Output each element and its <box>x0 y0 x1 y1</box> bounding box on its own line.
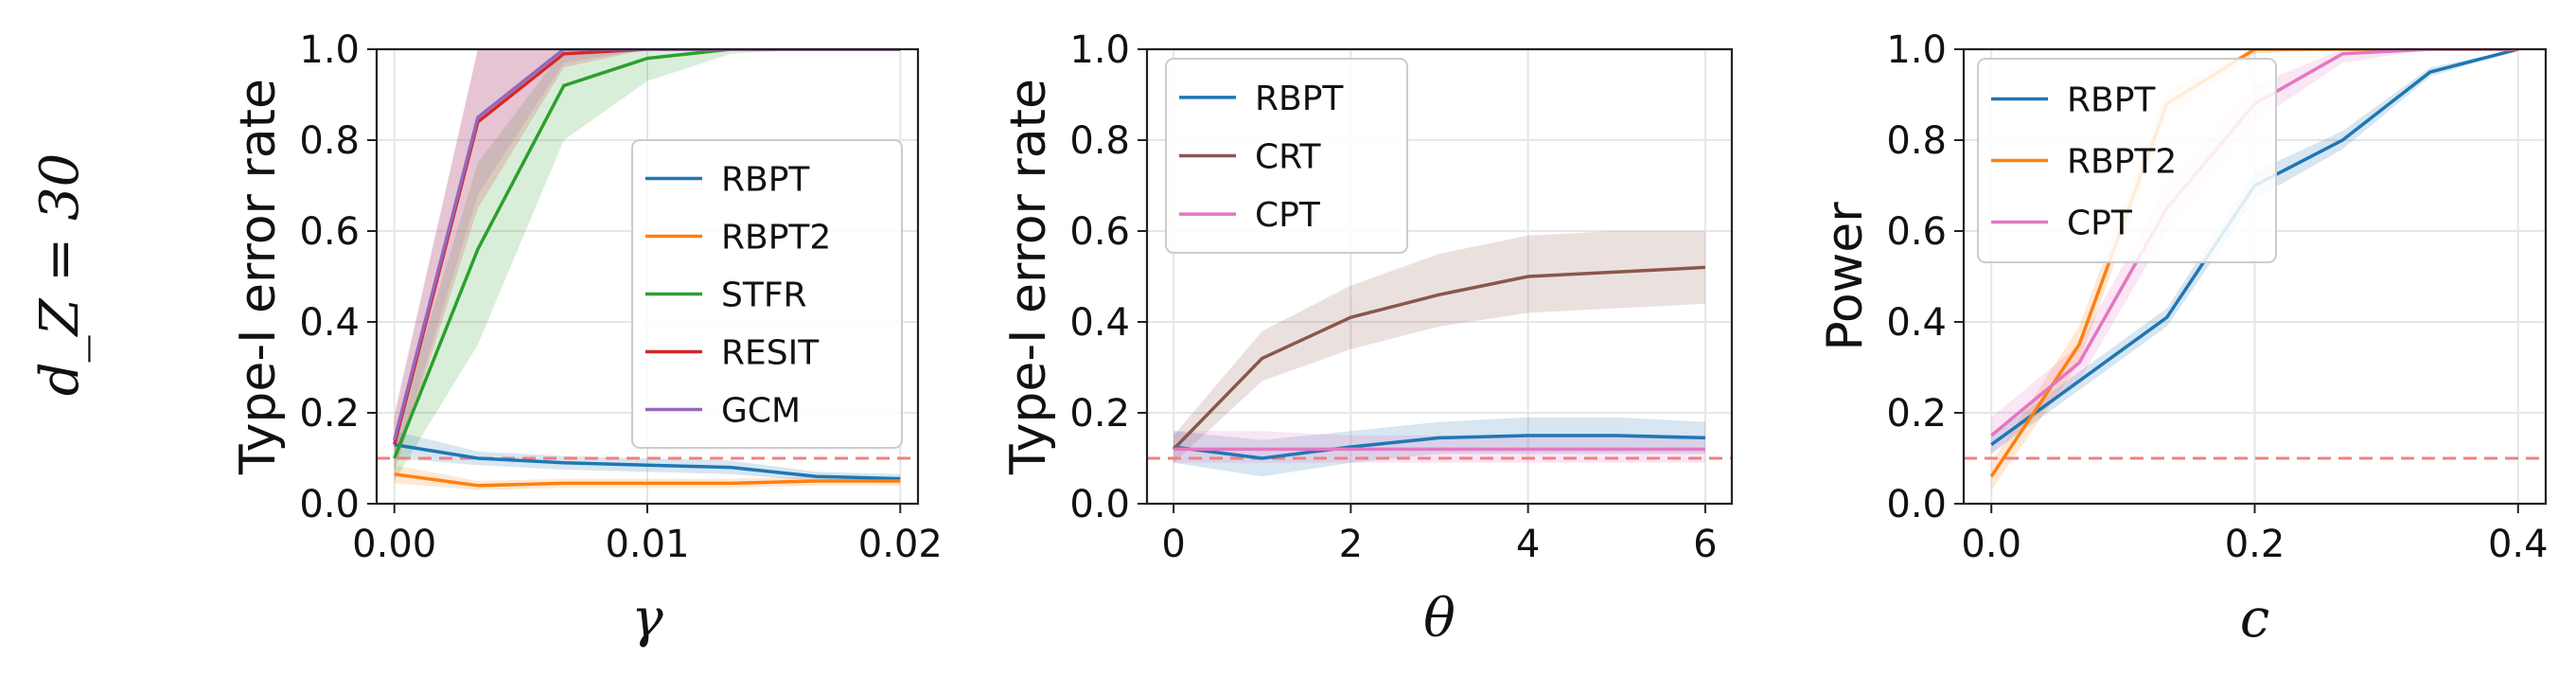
legend: RBPT CRT CPT <box>1165 58 1408 254</box>
y-tick-label: 0.0 <box>1886 483 1947 526</box>
row-label-text: d_Z = 30 <box>29 153 91 397</box>
confidence-band-cpt <box>1173 431 1705 463</box>
legend-label-gcm: GCM <box>721 392 801 431</box>
plot-area <box>1147 231 1732 477</box>
x-tick-label: 0.01 <box>605 523 689 566</box>
legend: RBPT RBPT2 STFR RESIT GCM <box>631 139 903 449</box>
y-tick-label: 0.4 <box>1886 301 1947 345</box>
legend-label-stfr: STFR <box>721 276 807 315</box>
legend-label-rbpt: RBPT <box>721 161 810 200</box>
x-tick-label: 0.0 <box>1961 523 2021 566</box>
y-tick-label: 0.2 <box>1886 392 1947 436</box>
legend-label-rbpt: RBPT <box>1255 80 1344 118</box>
legend-label-rbpt: RBPT <box>2067 81 2156 120</box>
x-tick-label: 0.4 <box>2488 523 2549 566</box>
y-tick-label: 1.0 <box>299 28 360 72</box>
chart-panel-2: 0.0 0.2 0.4 0.6 0.8 1.0 0 2 4 6 θ Type-I error rate… <box>1000 28 1734 650</box>
row-label: d_Z = 30 <box>29 153 91 397</box>
y-tick-label: 1.0 <box>1886 28 1947 72</box>
y-tick-label: 0.8 <box>299 119 360 163</box>
y-tick-label: 0.6 <box>299 210 360 254</box>
y-tick-label: 0.6 <box>1069 210 1130 254</box>
x-tick-label: 0 <box>1161 523 1185 566</box>
y-tick-label: 0.0 <box>299 483 360 526</box>
series-line-gcm <box>393 49 901 441</box>
legend-box <box>1977 58 2277 263</box>
legend-box <box>631 139 903 449</box>
x-tick-label: 0.00 <box>352 523 436 566</box>
chart-panel-3: 0.00.20.40.60.81.00.0 0.2 0.4cPowerRBPTRBP… <box>1817 28 2549 650</box>
y-tick-label: 0.8 <box>1069 119 1130 163</box>
y-axis-label: Type-I error rate <box>230 79 287 475</box>
confidence-band-stfr <box>394 49 901 481</box>
x-tick-label: 4 <box>1516 523 1540 566</box>
series-line-rbpt <box>394 442 901 481</box>
x-tick-label: 6 <box>1693 523 1717 566</box>
legend-label-rbpt2: RBPT2 <box>2067 143 2177 182</box>
legend-label-rbpt2: RBPT2 <box>721 219 831 258</box>
series-line-rbpt2 <box>1989 49 2518 478</box>
plot-area <box>377 49 918 490</box>
chart-panel-1: 0.0 0.2 0.4 0.6 0.8 1.0 0.00 0.01 0.02 γ Type-I er… <box>230 28 943 650</box>
x-axis-label: γ <box>631 588 663 650</box>
legend: RBPT RBPT2 CPT <box>1977 58 2277 263</box>
legend-box <box>1165 58 1408 254</box>
series-line-rbpt <box>1173 434 1705 460</box>
x-tick-label: 0.2 <box>2225 523 2285 566</box>
confidence-band-crt <box>1173 231 1705 463</box>
x-axis-label: θ <box>1423 588 1456 650</box>
y-tick-label: 0.8 <box>1886 119 1947 163</box>
x-axis-label: c <box>2240 588 2269 650</box>
x-tick-label: 0.02 <box>858 523 943 566</box>
confidence-band-rbpt <box>1991 49 2518 454</box>
y-tick-label: 1.0 <box>1069 28 1130 72</box>
series-line-rbpt2 <box>394 472 901 488</box>
y-tick-label: 0.6 <box>1886 210 1947 254</box>
series-line-crt <box>1172 265 1705 451</box>
y-tick-label: 0.4 <box>1069 301 1130 345</box>
legend-label-resit: RESIT <box>721 334 820 373</box>
confidence-band-rbpt <box>1173 417 1705 477</box>
legend-label-cpt: CPT <box>1255 196 1321 235</box>
confidence-band-rbpt <box>394 431 901 484</box>
plot-frame <box>1145 47 1734 506</box>
legend-label-crt: CRT <box>1255 138 1322 177</box>
y-tick-label: 0.4 <box>299 301 360 345</box>
series-line-stfr <box>393 49 901 459</box>
x-tick-label: 2 <box>1339 523 1363 566</box>
y-tick-label: 0.2 <box>1069 392 1130 436</box>
y-tick-label: 0.0 <box>1069 483 1130 526</box>
y-tick-label: 0.2 <box>299 392 360 436</box>
y-axis-label: Type-I error rate <box>1000 79 1057 475</box>
legend-label-cpt: CPT <box>2067 205 2133 243</box>
y-axis-label: Power <box>1817 202 1874 351</box>
